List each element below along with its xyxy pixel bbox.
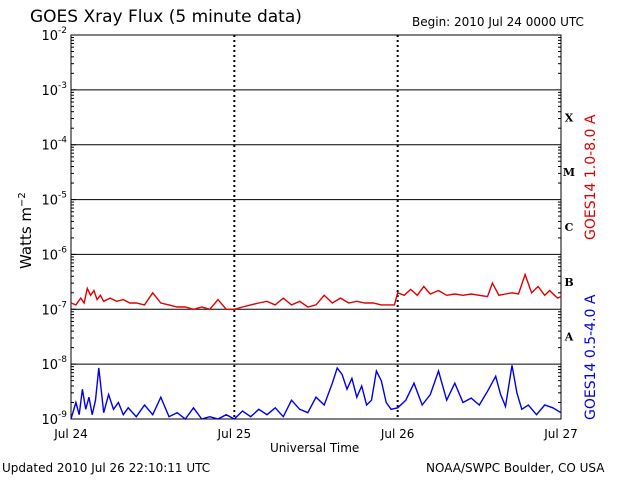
- y-tick-label: 10-7: [41, 300, 67, 318]
- plot-frame: [70, 34, 562, 420]
- x-tick-label: Jul 27: [543, 427, 578, 441]
- legend-red-series: GOES14 1.0-8.0 A: [583, 114, 599, 240]
- series-line-short: [70, 365, 562, 420]
- flare-class-label: M: [563, 166, 575, 179]
- x-axis-label: Universal Time: [270, 441, 360, 455]
- legend-blue-series: GOES14 0.5-4.0 A: [583, 294, 599, 420]
- y-tick-label: 10-6: [41, 245, 67, 263]
- x-tick-label: Jul 26: [380, 427, 415, 441]
- begin-time: Begin: 2010 Jul 24 0000 UTC: [412, 15, 584, 29]
- y-axis-label: Watts m−2: [17, 192, 35, 269]
- flare-class-label: A: [564, 331, 574, 344]
- y-tick-label: 10-2: [41, 26, 67, 44]
- x-tick-label: Jul 25: [217, 427, 252, 441]
- y-tick-label: 10-4: [41, 136, 67, 154]
- y-tick-label: 10-8: [41, 355, 67, 373]
- series-line-long: [70, 272, 562, 311]
- y-tick-label: 10-3: [41, 81, 67, 99]
- credit-line: NOAA/SWPC Boulder, CO USA: [426, 461, 605, 475]
- y-tick-label: 10-5: [41, 191, 67, 209]
- x-tick-label: Jul 24: [53, 427, 88, 441]
- updated-timestamp: Updated 2010 Jul 26 22:10:11 UTC: [2, 461, 211, 475]
- flare-class-label: X: [565, 111, 574, 124]
- chart-title: GOES Xray Flux (5 minute data): [30, 7, 302, 27]
- flare-class-label: B: [564, 276, 573, 289]
- flare-class-label: C: [565, 221, 574, 234]
- y-tick-label: 10-9: [41, 410, 67, 428]
